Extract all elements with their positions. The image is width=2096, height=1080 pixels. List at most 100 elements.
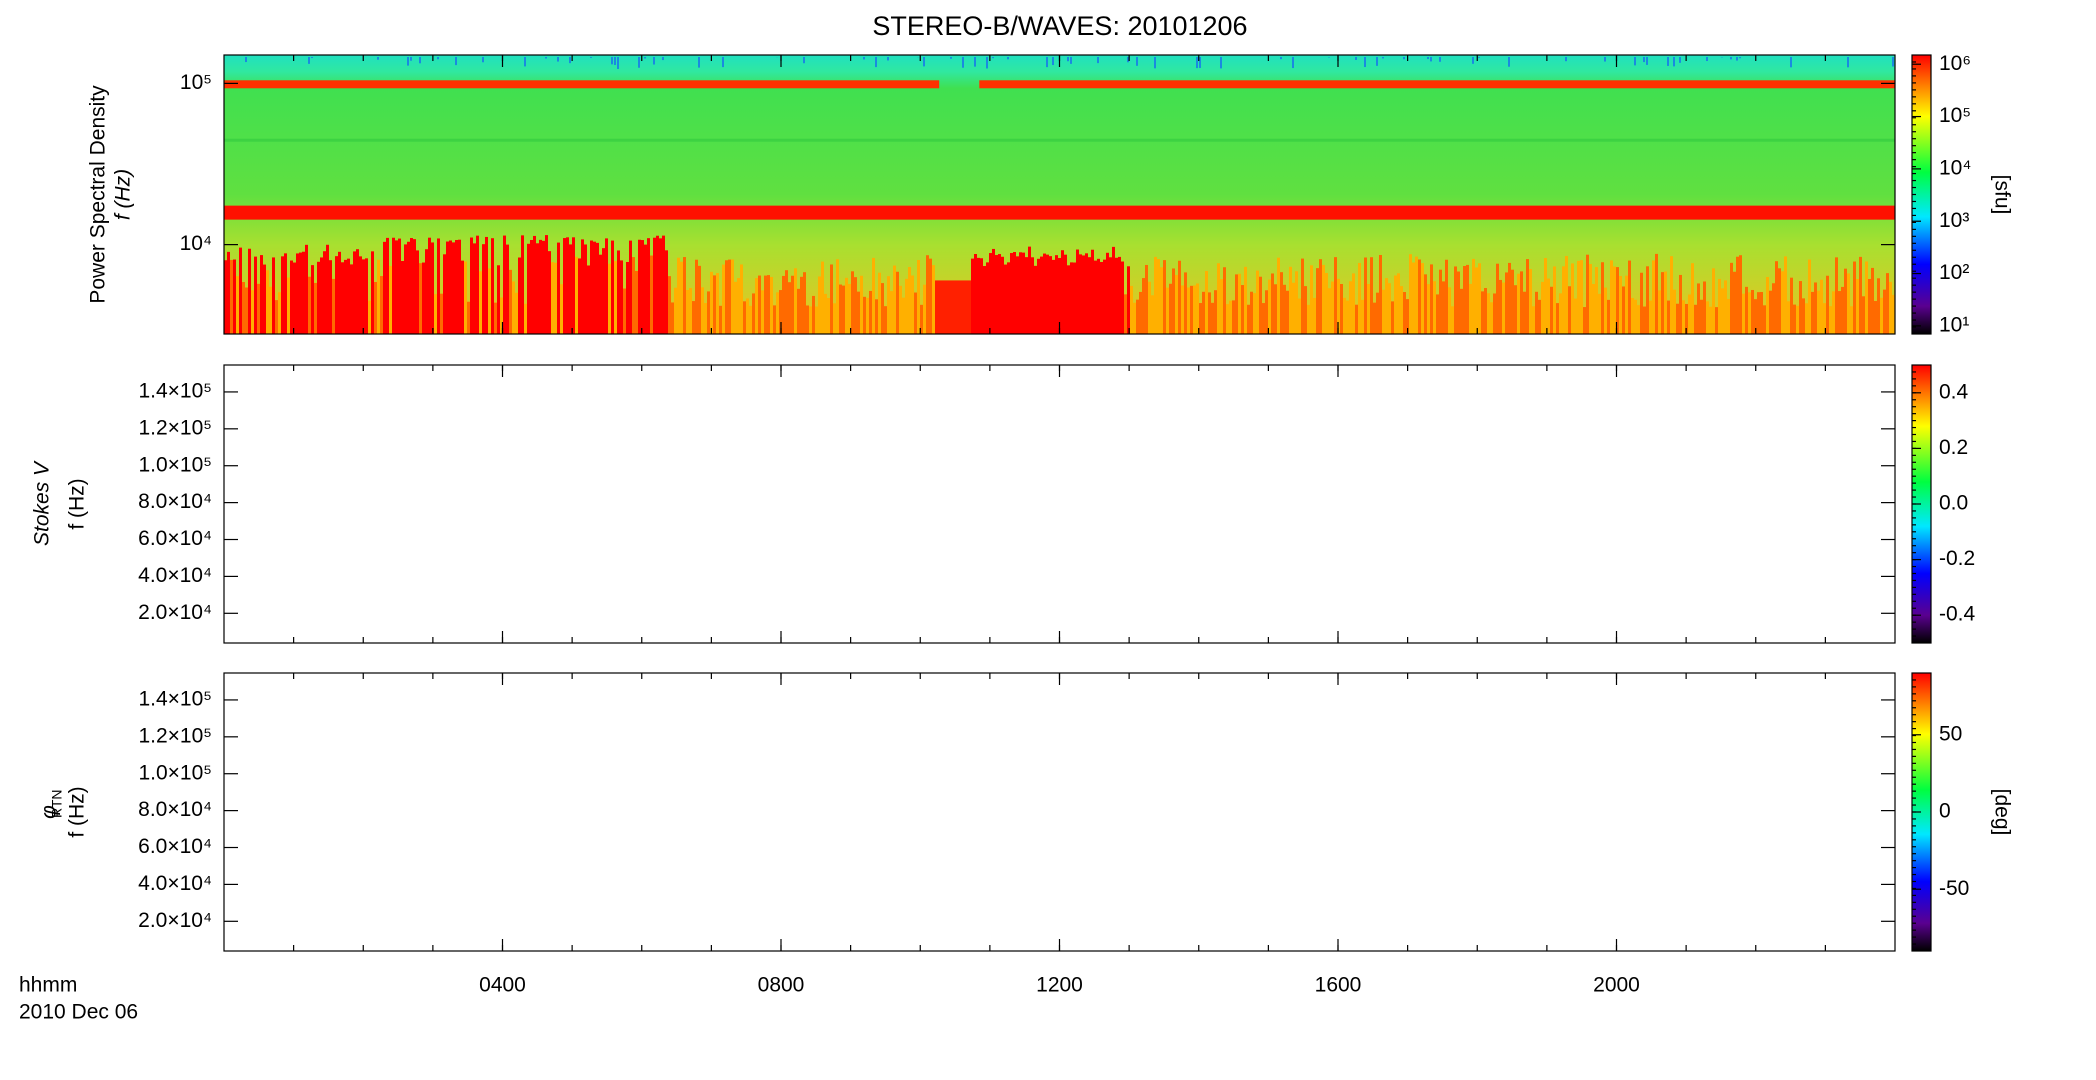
- y-tick-label: 8.0×10⁴: [138, 490, 212, 513]
- colorbar-tick-label: -0.4: [1939, 603, 1976, 626]
- spectrogram-texture: [971, 258, 974, 334]
- spectrogram-texture: [1739, 255, 1742, 334]
- spectrogram-texture: [983, 266, 986, 334]
- spectrogram-texture: [872, 257, 875, 334]
- spectrogram-texture: [1034, 265, 1037, 334]
- spectrogram-texture: [974, 57, 976, 67]
- spectrogram-texture: [785, 270, 788, 334]
- spectrogram-texture: [1790, 57, 1792, 68]
- spectrogram-texture: [635, 270, 638, 334]
- spectrogram-texture: [845, 277, 848, 334]
- spectrogram-texture: [665, 250, 668, 334]
- x-axis-label: hhmm: [19, 974, 77, 997]
- spectrogram-texture: [1838, 291, 1841, 334]
- spectrogram-texture: [671, 302, 674, 334]
- spectrogram-texture: [641, 240, 644, 334]
- spectrogram-texture: [1682, 300, 1685, 334]
- spectrogram-texture: [524, 303, 527, 334]
- spectrogram-texture: [1076, 249, 1079, 334]
- spectrogram-texture: [401, 261, 404, 334]
- spectrogram-texture: [377, 57, 379, 60]
- spectrogram-texture: [242, 282, 245, 334]
- spectrogram-texture: [1832, 291, 1835, 334]
- spectrogram-texture: [482, 244, 485, 334]
- spectrogram-texture: [1214, 290, 1217, 334]
- spectrogram-texture: [1550, 286, 1553, 334]
- spectrogram-texture: [1427, 284, 1430, 334]
- spectrogram-texture: [434, 294, 437, 334]
- spectrogram-texture: [317, 261, 320, 334]
- spectrogram-texture: [977, 257, 980, 334]
- spectrogram-texture: [1265, 290, 1268, 334]
- y-tick-label: 10⁴: [180, 232, 212, 255]
- spectrogram-texture: [1535, 291, 1538, 334]
- spectrogram-texture: [347, 258, 350, 334]
- spectrogram-texture: [359, 256, 362, 334]
- spectrogram-texture: [1697, 283, 1700, 334]
- spectrogram-texture: [812, 295, 815, 334]
- spectrogram-texture: [554, 262, 557, 334]
- spectrogram-texture: [1802, 298, 1805, 334]
- spectrogram-texture: [617, 250, 620, 334]
- spectrogram-texture: [713, 275, 716, 334]
- spectrogram-band: [224, 80, 940, 89]
- spectrogram-texture: [614, 261, 617, 334]
- spectrogram-texture: [1655, 253, 1658, 334]
- spectrogram-texture: [557, 242, 560, 334]
- spectrogram-texture: [827, 297, 830, 334]
- spectrogram-texture: [1361, 299, 1364, 334]
- spectrogram-texture: [1010, 253, 1013, 334]
- spectrogram-texture: [440, 293, 443, 334]
- spectrogram-texture: [1592, 283, 1595, 334]
- spectrogram-texture: [620, 260, 623, 334]
- spectrogram-texture: [452, 242, 455, 334]
- spectrogram-texture: [746, 298, 749, 334]
- spectrogram-texture: [419, 57, 421, 64]
- spectrogram-texture: [1061, 250, 1064, 334]
- spectrogram-texture: [950, 57, 952, 59]
- spectrogram-texture: [1409, 254, 1412, 334]
- spectrogram-texture: [1094, 260, 1097, 334]
- y-tick-label: 1.0×10⁵: [138, 453, 212, 476]
- spectrogram-texture: [1658, 290, 1661, 334]
- spectrogram-texture: [914, 292, 917, 334]
- spectrogram-texture: [1577, 260, 1580, 334]
- y-tick-label: 1.4×10⁵: [138, 379, 212, 402]
- spectrogram-texture: [518, 257, 521, 334]
- y-tick-label: 1.0×10⁵: [138, 761, 212, 784]
- spectrogram-texture: [584, 244, 587, 334]
- spectrogram-texture: [1589, 264, 1592, 334]
- spectrogram-texture: [935, 280, 938, 334]
- spectrogram-texture: [602, 248, 605, 334]
- spectrogram-texture: [1187, 287, 1190, 334]
- spectrogram-texture: [1376, 292, 1379, 334]
- spectrogram-texture: [512, 281, 515, 334]
- spectrogram-texture: [1871, 267, 1874, 334]
- spectrogram-texture: [575, 256, 578, 334]
- spectrogram-texture: [1391, 301, 1394, 334]
- spectrogram-texture: [1385, 278, 1388, 334]
- spectrogram-texture: [1484, 288, 1487, 334]
- spectrogram-texture: [677, 257, 680, 334]
- spectrogram-texture: [1646, 266, 1649, 334]
- spectrogram-texture: [1829, 306, 1832, 334]
- spectrogram-texture: [1640, 272, 1643, 334]
- spectrogram-texture: [638, 239, 641, 334]
- spectrogram-texture: [524, 57, 526, 67]
- spectrogram-texture: [1217, 263, 1220, 334]
- spectrogram-texture: [1529, 269, 1532, 334]
- spectrogram-texture: [1439, 57, 1441, 62]
- spectrogram-texture: [611, 57, 613, 65]
- colorbar-tick-label: 10⁵: [1939, 104, 1971, 127]
- spectrogram-texture: [1142, 278, 1145, 334]
- spectrogram-texture: [1769, 290, 1772, 334]
- spectrogram-texture: [1070, 262, 1073, 334]
- spectrogram-texture: [1178, 260, 1181, 334]
- spectrogram-texture: [692, 301, 695, 334]
- spectrogram-texture: [1607, 299, 1610, 334]
- spectrogram-texture: [1370, 257, 1373, 334]
- spectrogram-texture: [1088, 257, 1091, 334]
- spectrogram-texture: [1001, 256, 1004, 334]
- spectrogram-texture: [1778, 268, 1781, 334]
- spectrogram-texture: [1844, 268, 1847, 334]
